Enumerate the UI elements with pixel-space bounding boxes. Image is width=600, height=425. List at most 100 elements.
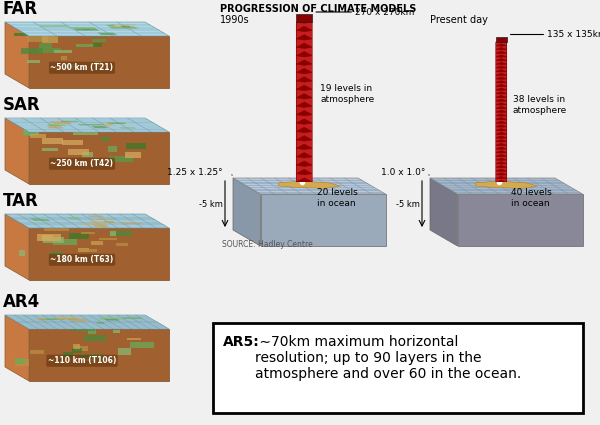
Polygon shape — [496, 171, 507, 175]
Polygon shape — [95, 61, 101, 67]
Polygon shape — [88, 215, 104, 217]
Polygon shape — [106, 123, 127, 124]
Text: 1.25 x 1.25°: 1.25 x 1.25° — [167, 167, 223, 176]
Polygon shape — [296, 131, 312, 140]
Polygon shape — [496, 138, 507, 142]
Polygon shape — [82, 29, 91, 30]
Text: 1.0 x 1.0°: 1.0 x 1.0° — [380, 167, 425, 176]
Polygon shape — [278, 181, 341, 188]
Polygon shape — [97, 33, 118, 35]
Polygon shape — [19, 321, 26, 324]
Polygon shape — [94, 219, 115, 220]
Text: ~110 km (T106): ~110 km (T106) — [48, 356, 116, 365]
Polygon shape — [496, 153, 507, 156]
Text: -5 km: -5 km — [199, 199, 223, 209]
Text: -5 km: -5 km — [396, 199, 420, 209]
Polygon shape — [5, 22, 169, 36]
Polygon shape — [496, 112, 507, 116]
Polygon shape — [296, 123, 312, 131]
Polygon shape — [296, 140, 312, 148]
Polygon shape — [43, 237, 64, 244]
Text: Present day: Present day — [430, 15, 488, 25]
Polygon shape — [53, 239, 77, 245]
Polygon shape — [82, 152, 93, 157]
Polygon shape — [80, 232, 95, 234]
Polygon shape — [496, 60, 507, 64]
Polygon shape — [30, 350, 44, 354]
Polygon shape — [115, 125, 130, 128]
Polygon shape — [496, 86, 507, 90]
Polygon shape — [100, 238, 116, 241]
Polygon shape — [44, 226, 69, 231]
Polygon shape — [496, 164, 507, 167]
Text: TAR: TAR — [3, 192, 39, 210]
Polygon shape — [64, 351, 73, 358]
Polygon shape — [19, 250, 25, 256]
Polygon shape — [108, 146, 117, 152]
Polygon shape — [88, 221, 116, 223]
Polygon shape — [496, 105, 507, 108]
Polygon shape — [296, 56, 312, 64]
Polygon shape — [5, 315, 169, 329]
Polygon shape — [41, 138, 64, 144]
Polygon shape — [233, 178, 386, 194]
Polygon shape — [5, 22, 29, 88]
Polygon shape — [475, 181, 538, 188]
Text: AR4: AR4 — [3, 293, 40, 311]
Polygon shape — [127, 143, 146, 149]
Polygon shape — [496, 68, 507, 71]
Polygon shape — [116, 243, 128, 246]
Polygon shape — [296, 64, 312, 73]
Polygon shape — [110, 231, 132, 236]
Text: 1990s: 1990s — [220, 15, 250, 25]
Polygon shape — [15, 359, 29, 366]
Polygon shape — [430, 178, 583, 194]
Polygon shape — [40, 319, 66, 320]
Polygon shape — [296, 148, 312, 157]
Polygon shape — [50, 252, 63, 256]
Polygon shape — [130, 342, 154, 348]
Polygon shape — [78, 124, 106, 125]
Polygon shape — [72, 348, 82, 353]
Polygon shape — [120, 223, 143, 224]
Polygon shape — [233, 178, 260, 246]
Polygon shape — [73, 344, 80, 349]
Polygon shape — [296, 73, 312, 81]
Text: ~500 km (T21): ~500 km (T21) — [50, 63, 113, 72]
Polygon shape — [79, 249, 97, 252]
Polygon shape — [5, 118, 29, 184]
Polygon shape — [61, 28, 77, 34]
Polygon shape — [496, 123, 507, 127]
Polygon shape — [70, 233, 89, 239]
Polygon shape — [71, 327, 95, 331]
Text: 20 levels
in ocean: 20 levels in ocean — [317, 188, 358, 208]
Polygon shape — [30, 134, 46, 138]
Polygon shape — [68, 149, 89, 155]
Polygon shape — [65, 318, 78, 320]
Polygon shape — [93, 43, 103, 47]
Text: 135 x 135km: 135 x 135km — [547, 30, 600, 39]
Polygon shape — [296, 106, 312, 115]
Polygon shape — [109, 156, 133, 162]
Polygon shape — [496, 160, 507, 164]
Polygon shape — [496, 79, 507, 82]
Polygon shape — [296, 22, 312, 31]
Polygon shape — [21, 48, 43, 54]
Polygon shape — [74, 30, 98, 37]
Polygon shape — [92, 39, 106, 42]
Polygon shape — [296, 98, 312, 106]
Polygon shape — [296, 89, 312, 98]
Polygon shape — [83, 325, 94, 331]
Polygon shape — [68, 319, 89, 321]
Polygon shape — [67, 27, 97, 28]
Polygon shape — [37, 234, 61, 241]
Polygon shape — [29, 132, 169, 184]
Text: AR5:: AR5: — [223, 335, 260, 349]
Polygon shape — [43, 148, 58, 151]
Polygon shape — [296, 115, 312, 123]
Polygon shape — [54, 50, 73, 53]
Polygon shape — [49, 121, 73, 124]
Polygon shape — [496, 94, 507, 97]
Polygon shape — [60, 121, 79, 122]
Polygon shape — [106, 25, 116, 26]
